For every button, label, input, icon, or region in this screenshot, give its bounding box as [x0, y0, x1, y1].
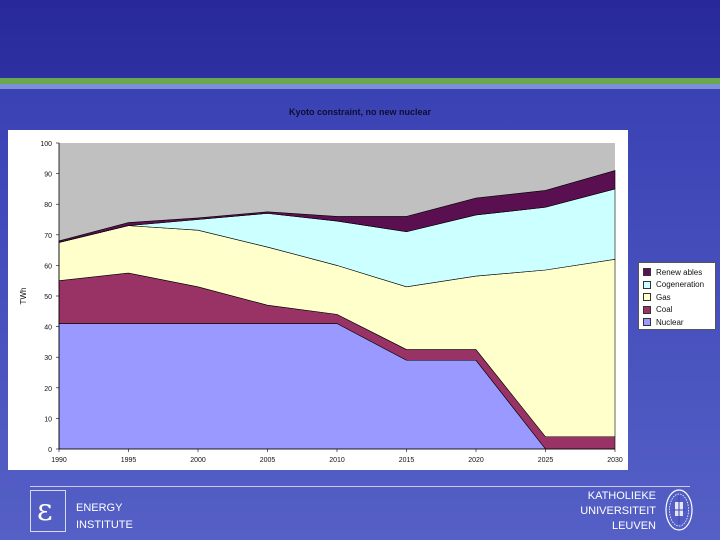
legend-label: Gas [656, 292, 671, 302]
footer-institute-name: ENERGY INSTITUTE [76, 500, 133, 534]
footer-right-line2: UNIVERSITEIT [580, 505, 656, 517]
legend-item-renewables: Renew ables [643, 266, 711, 279]
y-tick-label: 60 [44, 263, 52, 270]
legend-label: Nuclear [656, 317, 684, 327]
legend-swatch [643, 293, 651, 302]
legend-label: Coal [656, 305, 673, 315]
footer-right-line1: KATHOLIEKE [587, 490, 656, 502]
header-accent-band [0, 78, 720, 84]
legend-label: Cogeneration [656, 280, 705, 290]
x-tick-label: 2000 [190, 457, 206, 464]
y-tick-label: 10 [44, 416, 52, 423]
y-tick-label: 90 [44, 172, 52, 179]
energy-institute-logo: ε [30, 490, 66, 532]
chart-legend: Renew ables Cogeneration Gas Coal Nuclear [638, 262, 716, 330]
x-tick-label: 2020 [468, 457, 484, 464]
y-tick-label: 20 [44, 386, 52, 393]
x-tick-label: 1990 [51, 457, 67, 464]
area-series-renewables [58, 170, 616, 243]
y-tick-label: 70 [44, 233, 52, 240]
y-tick-label: 40 [44, 325, 52, 332]
x-tick-label: 2005 [260, 457, 276, 464]
legend-item-nuclear: Nuclear [643, 316, 711, 329]
epsilon-logo-icon: ε [37, 493, 53, 528]
legend-item-coal: Coal [643, 304, 711, 317]
x-tick-label: 2010 [329, 457, 345, 464]
x-tick-label: 2015 [399, 457, 415, 464]
legend-swatch [643, 318, 651, 327]
footer-left-line1: ENERGY [76, 502, 123, 514]
y-tick-label: 100 [40, 141, 52, 148]
legend-item-gas: Gas [643, 291, 711, 304]
legend-swatch [643, 305, 651, 314]
footer-right-line3: LEUVEN [611, 520, 656, 532]
y-axis-label: TWh [19, 288, 28, 305]
footer-university-name: KATHOLIEKE UNIVERSITEIT LEUVEN [580, 489, 656, 534]
x-tick-label: 1995 [121, 457, 137, 464]
y-tick-label: 80 [44, 202, 52, 209]
legend-swatch [643, 280, 651, 289]
legend-item-cogeneration: Cogeneration [643, 279, 711, 292]
x-tick-label: 2030 [607, 457, 623, 464]
y-tick-label: 0 [48, 447, 52, 454]
chart-title: Kyoto constraint, no new nuclear [288, 107, 432, 117]
legend-label: Renew ables [656, 267, 703, 277]
footer-divider [30, 486, 690, 487]
y-tick-label: 30 [44, 355, 52, 362]
y-tick-label: 50 [44, 294, 52, 301]
university-seal-icon [665, 489, 693, 531]
x-tick-label: 2025 [538, 457, 554, 464]
legend-swatch [643, 268, 651, 277]
header-secondary-band [0, 84, 720, 89]
footer-left-line2: INSTITUTE [76, 519, 133, 531]
